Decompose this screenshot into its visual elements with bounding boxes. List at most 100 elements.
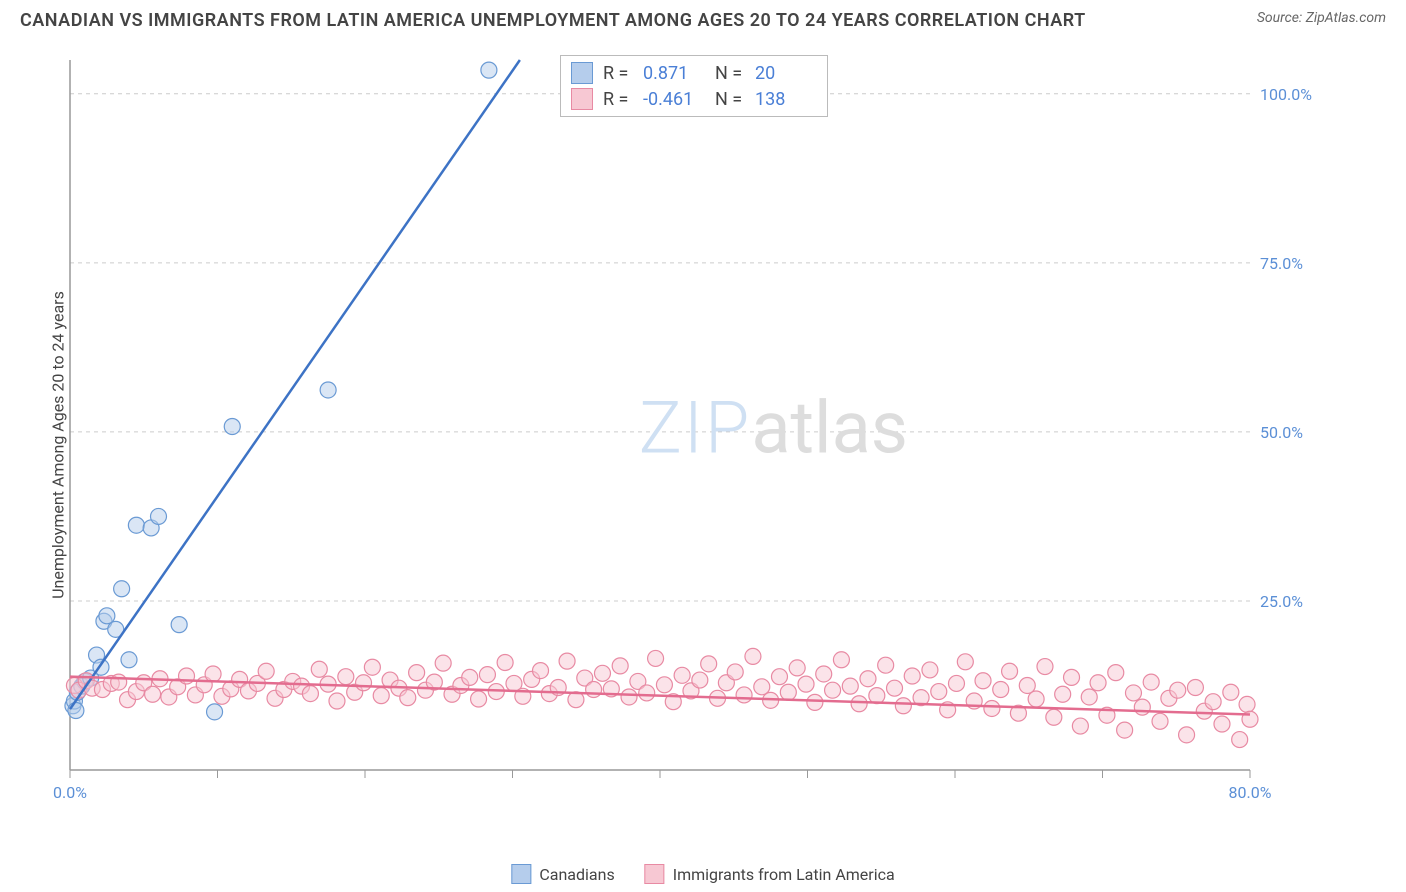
data-point [121,652,137,668]
data-point [594,665,610,681]
source-attribution: Source: ZipAtlas.com [1257,10,1386,26]
n-label: N = [715,89,745,110]
data-point [338,669,354,685]
data-point [462,669,478,685]
r-label: R = [603,89,633,110]
data-point [1214,716,1230,732]
data-point [356,675,372,691]
data-point [111,674,127,690]
data-point [145,686,161,702]
data-point [400,690,416,706]
data-point [68,702,84,718]
data-point [1037,659,1053,675]
data-point [621,689,637,705]
data-point [701,656,717,672]
data-point [1179,727,1195,743]
legend-swatch [511,864,531,884]
data-point [975,673,991,689]
data-point [1064,669,1080,685]
data-point [878,657,894,673]
data-point [825,682,841,698]
data-point [842,678,858,694]
data-point [1046,709,1062,725]
legend-label: Immigrants from Latin America [673,865,895,884]
svg-text:25.0%: 25.0% [1260,592,1303,611]
data-point [435,655,451,671]
legend-item: Immigrants from Latin America [645,864,895,884]
data-point [533,663,549,679]
data-point [1002,663,1018,679]
data-point [833,652,849,668]
svg-text:50.0%: 50.0% [1260,423,1303,442]
trend-line [70,60,520,709]
data-point [311,661,327,677]
svg-text:75.0%: 75.0% [1260,254,1303,273]
data-point [887,680,903,696]
r-value: -0.461 [643,89,705,110]
data-point [674,667,690,683]
data-point [922,662,938,678]
data-point [780,684,796,700]
n-label: N = [715,63,745,84]
data-point [745,648,761,664]
data-point [1072,718,1088,734]
data-point [302,686,318,702]
n-value: 20 [755,63,817,84]
data-point [639,685,655,701]
data-point [586,682,602,698]
data-point [816,666,832,682]
data-point [692,672,708,688]
data-point [364,659,380,675]
legend-label: Canadians [539,865,614,884]
data-point [205,666,221,682]
data-point [151,508,167,524]
data-point [1081,689,1097,705]
data-point [851,696,867,712]
correlation-stats-box: R =0.871N =20R =-0.461N =138 [560,55,828,117]
data-point [648,650,664,666]
data-point [1223,684,1239,700]
data-point [1117,722,1133,738]
data-point [1205,694,1221,710]
data-point [860,671,876,687]
data-point [373,688,389,704]
stats-row: R =0.871N =20 [571,62,817,84]
data-point [1108,665,1124,681]
data-point [171,617,187,633]
data-point [656,677,672,693]
data-point [1125,685,1141,701]
data-point [957,654,973,670]
data-point [807,694,823,710]
data-point [904,668,920,684]
data-point [207,704,223,720]
data-point [727,664,743,680]
data-point [771,669,787,685]
data-point [224,418,240,434]
data-point [1134,699,1150,715]
data-point [479,667,495,683]
chart-title: CANADIAN VS IMMIGRANTS FROM LATIN AMERIC… [20,10,1086,31]
plot-container: Unemployment Among Ages 20 to 24 years 0… [50,50,1390,840]
data-point [329,693,345,709]
data-point [1143,674,1159,690]
header: CANADIAN VS IMMIGRANTS FROM LATIN AMERIC… [0,0,1406,31]
data-point [993,682,1009,698]
data-point [497,654,513,670]
data-point [798,676,814,692]
data-point [1187,680,1203,696]
data-point [895,698,911,714]
svg-text:100.0%: 100.0% [1260,85,1312,104]
data-point [258,663,274,679]
data-point [114,581,130,597]
data-point [1239,696,1255,712]
data-point [984,700,1000,716]
data-point [128,517,144,533]
data-point [736,687,752,703]
scatter-chart: 0.0%80.0%25.0%50.0%75.0%100.0% [50,50,1330,810]
legend-swatch [645,864,665,884]
data-point [481,62,497,78]
data-point [1090,675,1106,691]
series-swatch [571,88,593,110]
data-point [1232,732,1248,748]
data-point [931,684,947,700]
